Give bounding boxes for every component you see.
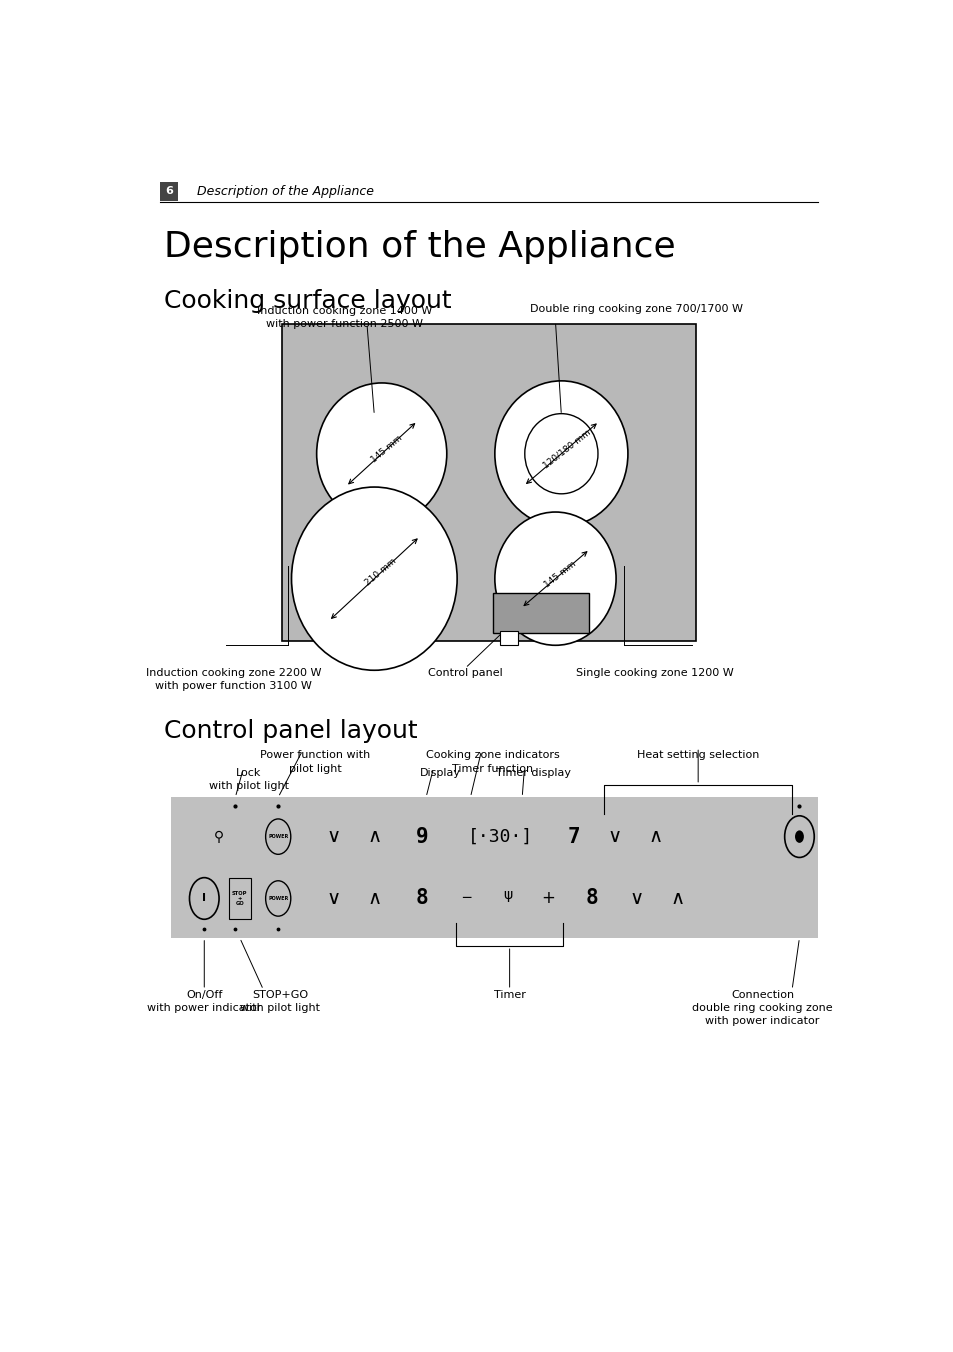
Text: Connection
double ring cooking zone
with power indicator: Connection double ring cooking zone with… — [692, 990, 832, 1026]
Text: ∨: ∨ — [607, 827, 621, 846]
Ellipse shape — [495, 381, 627, 527]
FancyBboxPatch shape — [282, 323, 696, 641]
Text: Induction cooking zone 1400 W
with power function 2500 W: Induction cooking zone 1400 W with power… — [256, 306, 432, 329]
Text: 210 mm: 210 mm — [363, 557, 398, 588]
Text: STOP+GO
with pilot light: STOP+GO with pilot light — [240, 990, 320, 1013]
Text: On/Off
with power indicator: On/Off with power indicator — [147, 990, 261, 1013]
Text: I: I — [202, 894, 206, 903]
Text: ∧: ∧ — [647, 827, 661, 846]
FancyBboxPatch shape — [160, 183, 178, 200]
Text: Power function with
pilot light: Power function with pilot light — [260, 750, 370, 773]
Text: Heat setting selection: Heat setting selection — [637, 750, 759, 760]
Ellipse shape — [495, 512, 616, 645]
Text: Lock
with pilot light: Lock with pilot light — [209, 768, 289, 791]
Text: ψ: ψ — [502, 888, 512, 902]
Text: POWER: POWER — [268, 896, 288, 900]
Text: ⚲: ⚲ — [213, 830, 224, 844]
Text: Description of the Appliance: Description of the Appliance — [164, 230, 675, 264]
Text: Induction cooking zone 2200 W
with power function 3100 W: Induction cooking zone 2200 W with power… — [146, 668, 321, 691]
Text: POWER: POWER — [268, 834, 288, 840]
Ellipse shape — [292, 487, 456, 671]
Text: ∧: ∧ — [367, 827, 381, 846]
Text: ─: ─ — [462, 891, 471, 906]
Text: 6: 6 — [166, 187, 173, 196]
Text: 120/180 mm: 120/180 mm — [541, 427, 592, 470]
FancyBboxPatch shape — [171, 798, 817, 938]
Ellipse shape — [524, 414, 598, 493]
Text: Control panel layout: Control panel layout — [164, 719, 416, 744]
Text: Cooking zone indicators
Timer function: Cooking zone indicators Timer function — [425, 750, 558, 773]
Text: +: + — [540, 890, 555, 907]
Text: Control panel: Control panel — [428, 668, 502, 679]
Text: ∨: ∨ — [326, 890, 340, 909]
Text: 8: 8 — [416, 888, 428, 909]
Text: Description of the Appliance: Description of the Appliance — [196, 185, 374, 197]
Text: Timer: Timer — [493, 990, 525, 1000]
Text: Double ring cooking zone 700/1700 W: Double ring cooking zone 700/1700 W — [529, 304, 741, 314]
Text: 145 mm: 145 mm — [542, 560, 578, 589]
Text: Cooking surface layout: Cooking surface layout — [164, 289, 451, 314]
Text: 8: 8 — [585, 888, 598, 909]
Text: ∨: ∨ — [629, 890, 643, 909]
Text: Timer display: Timer display — [496, 768, 570, 779]
Text: Display: Display — [420, 768, 461, 779]
Text: [·30·]: [·30·] — [467, 827, 532, 845]
Text: 9: 9 — [416, 826, 428, 846]
Text: ∧: ∧ — [670, 890, 684, 909]
Ellipse shape — [316, 383, 446, 525]
Text: 145 mm: 145 mm — [370, 434, 404, 464]
Circle shape — [794, 830, 803, 842]
Text: ∨: ∨ — [326, 827, 340, 846]
Text: STOP
+
GO: STOP + GO — [232, 891, 247, 906]
FancyBboxPatch shape — [492, 594, 588, 633]
FancyBboxPatch shape — [499, 630, 518, 645]
Text: ∧: ∧ — [367, 890, 381, 909]
Text: Single cooking zone 1200 W: Single cooking zone 1200 W — [576, 668, 734, 679]
Text: 7: 7 — [567, 826, 579, 846]
